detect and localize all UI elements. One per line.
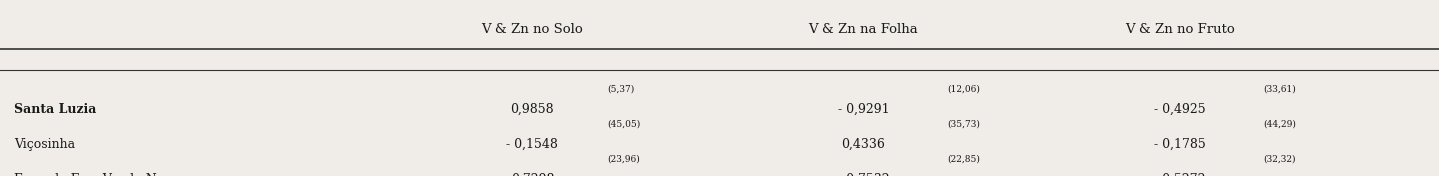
Text: (44,29): (44,29)	[1263, 120, 1297, 128]
Text: (22,85): (22,85)	[947, 155, 980, 164]
Text: - 0,7532: - 0,7532	[837, 173, 889, 176]
Text: (5,37): (5,37)	[607, 84, 635, 93]
Text: (45,05): (45,05)	[607, 120, 640, 128]
Text: Santa Luzia: Santa Luzia	[14, 103, 96, 116]
Text: (35,73): (35,73)	[947, 120, 980, 128]
Text: Fazenda Exp. Venda N.: Fazenda Exp. Venda N.	[14, 173, 160, 176]
Text: 0,7298: 0,7298	[511, 173, 554, 176]
Text: 0,9858: 0,9858	[511, 103, 554, 116]
Text: - 0,4925: - 0,4925	[1154, 103, 1206, 116]
Text: (12,06): (12,06)	[947, 84, 980, 93]
Text: - 0,1785: - 0,1785	[1154, 138, 1206, 151]
Text: 0,4336: 0,4336	[842, 138, 885, 151]
Text: Viçosinha: Viçosinha	[14, 138, 75, 151]
Text: V & Zn no Solo: V & Zn no Solo	[482, 23, 583, 36]
Text: (32,32): (32,32)	[1263, 155, 1297, 164]
Text: - 0,9291: - 0,9291	[837, 103, 889, 116]
Text: (23,96): (23,96)	[607, 155, 640, 164]
Text: - 0,5272: - 0,5272	[1154, 173, 1206, 176]
Text: - 0,1548: - 0,1548	[507, 138, 558, 151]
Text: V & Zn no Fruto: V & Zn no Fruto	[1125, 23, 1235, 36]
Text: V & Zn na Folha: V & Zn na Folha	[809, 23, 918, 36]
Text: (33,61): (33,61)	[1263, 84, 1297, 93]
